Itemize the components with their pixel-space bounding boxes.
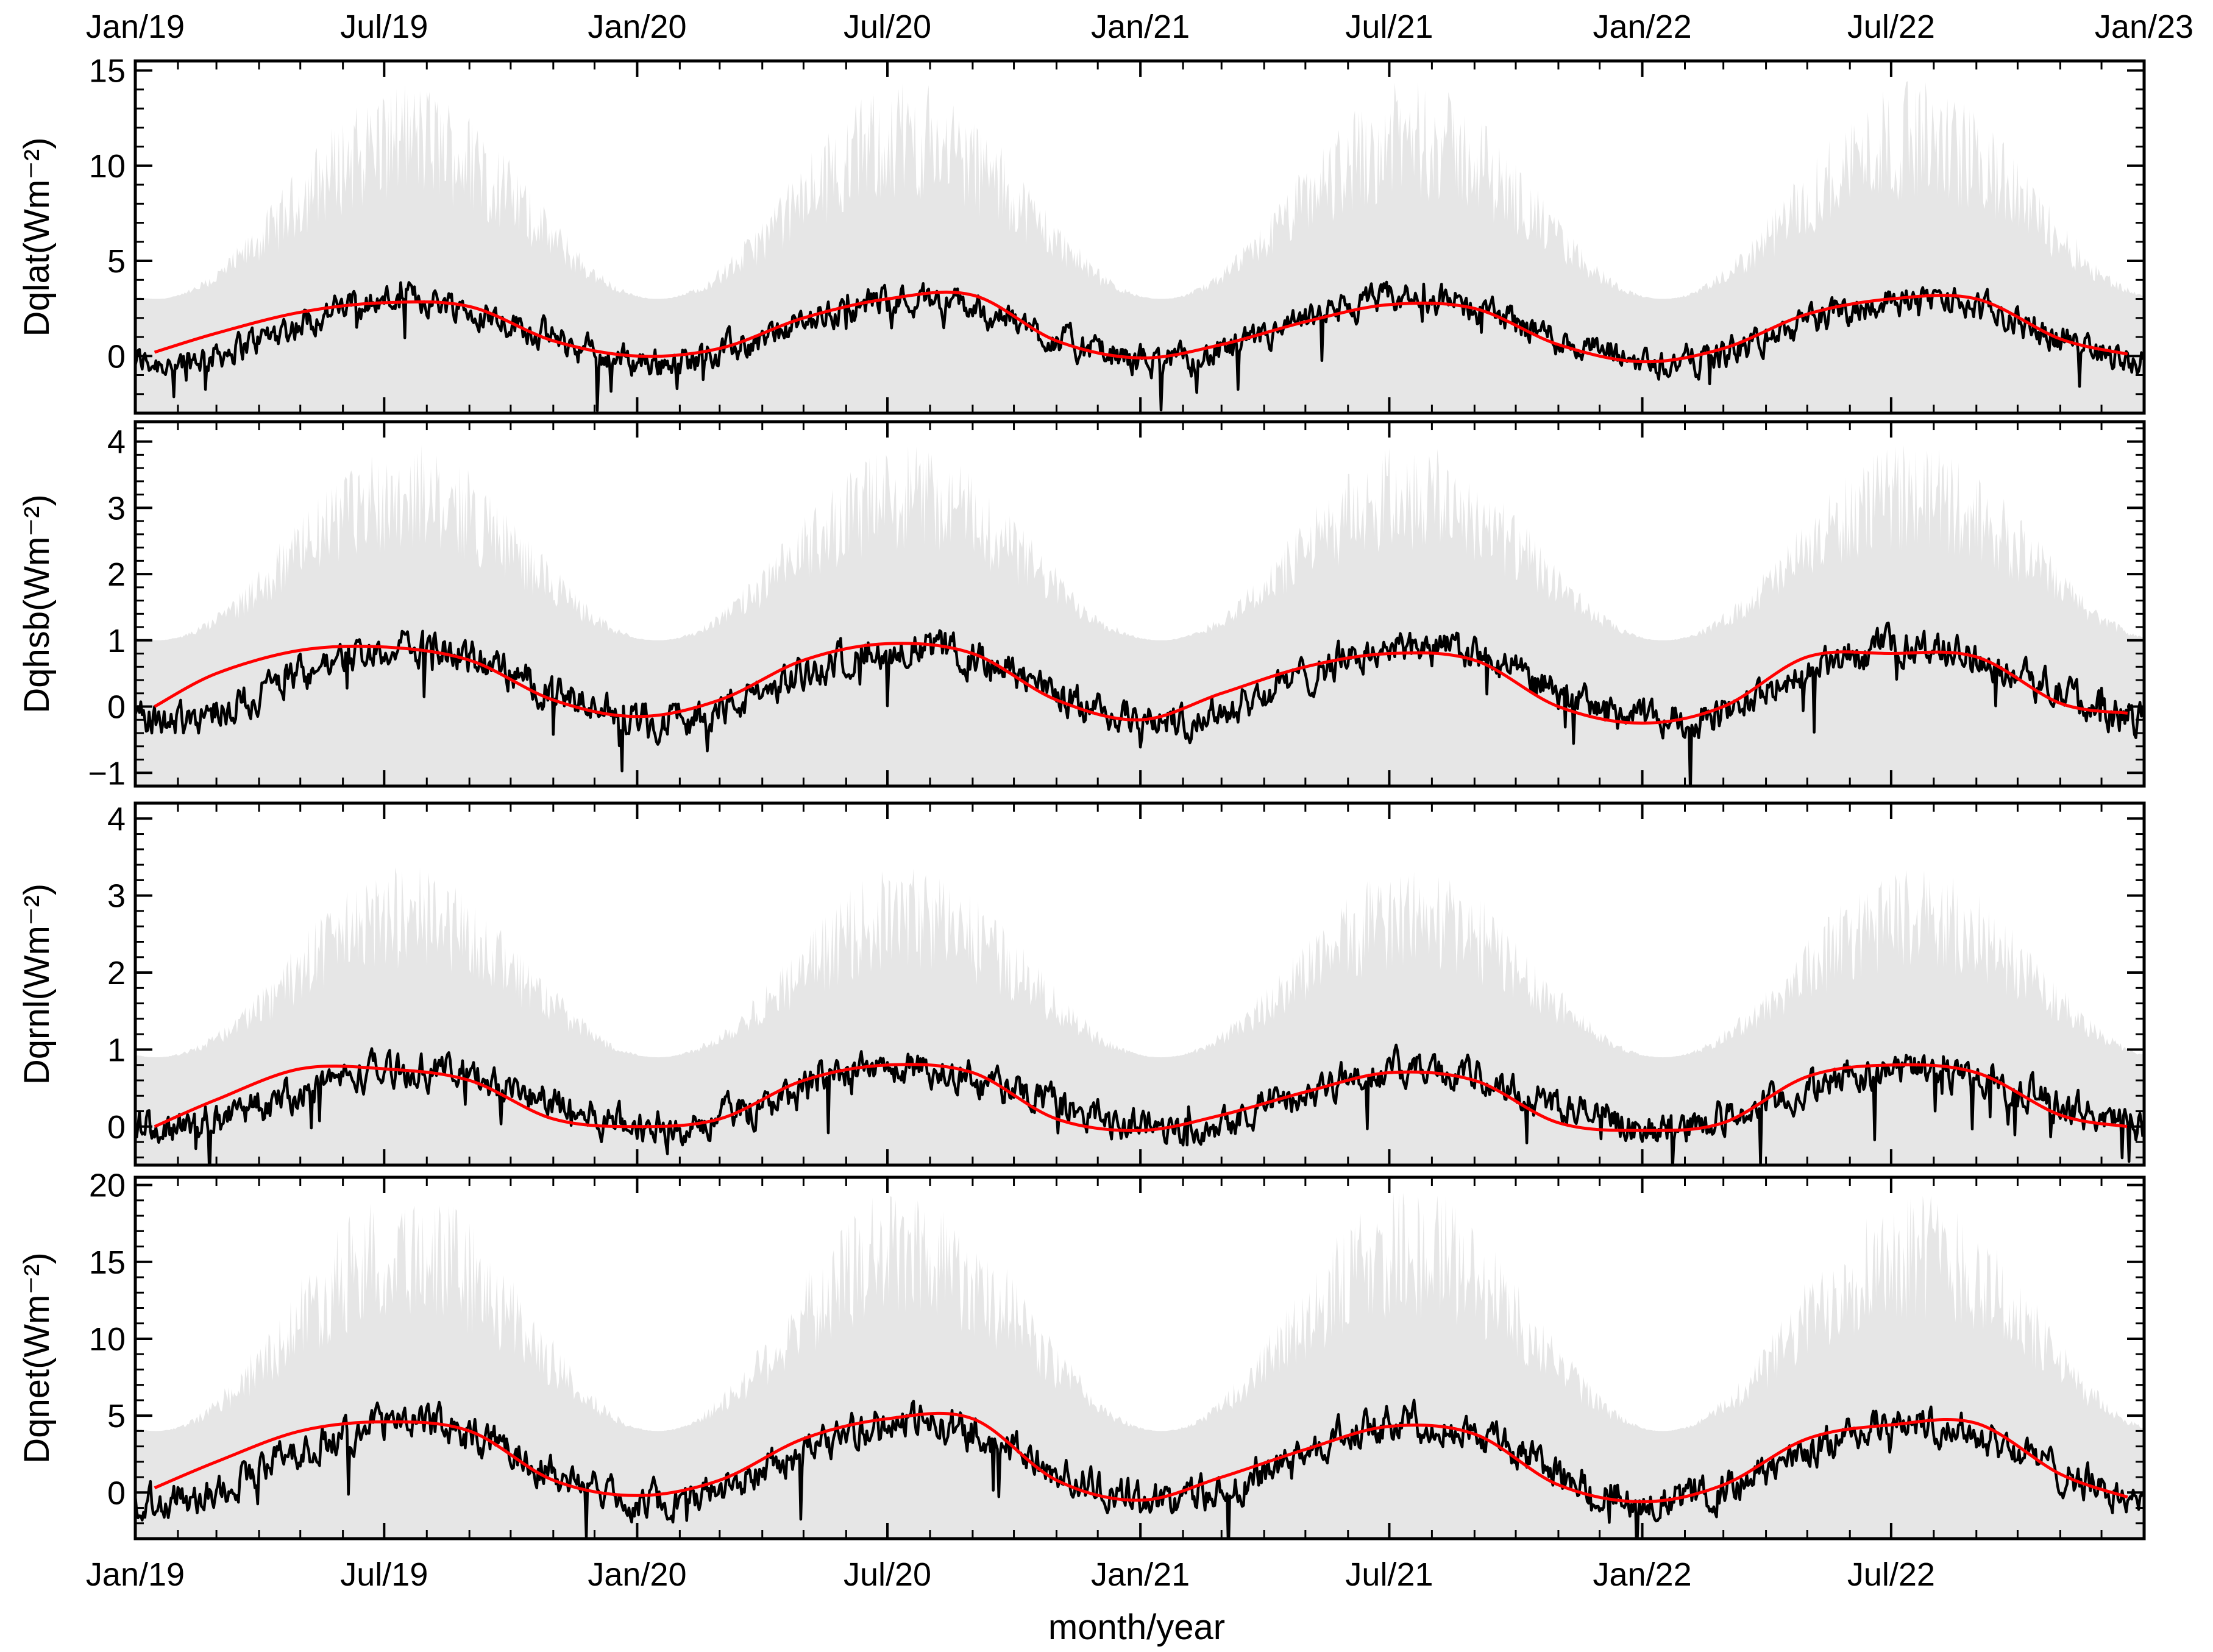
daily-series-line — [135, 1043, 2144, 1165]
y-tick-label: 20 — [89, 1168, 126, 1204]
y-axis-label: Dqhsb(Wm⁻²) — [17, 494, 57, 713]
panel-4: 0 5 10 15 20 Dqnet(Wm⁻²) — [17, 1168, 2146, 1540]
smoothed-series-line — [154, 642, 2128, 725]
y-tick-label: 0 — [107, 689, 126, 726]
y-tick-label: 2 — [107, 556, 126, 593]
daily-series-line — [135, 622, 2144, 786]
bottom-tick-label: Jan/20 — [588, 1556, 686, 1593]
bottom-tick-label: Jan/22 — [1593, 1556, 1691, 1593]
top-tick-label: Jan/21 — [1091, 9, 1190, 45]
daily-series-line — [135, 280, 2144, 412]
y-tick-label: 0 — [107, 1475, 126, 1511]
top-tick-label: Jan/20 — [588, 9, 686, 45]
range-envelope — [135, 867, 2144, 1165]
y-axis-label: Dqlat(Wm⁻²) — [17, 137, 57, 336]
range-envelope — [135, 81, 2144, 413]
y-tick-label: −1 — [88, 755, 126, 792]
top-tick-label: Jul/20 — [844, 9, 931, 45]
y-tick-label: 15 — [89, 53, 126, 90]
y-tick-label: 10 — [89, 1321, 126, 1358]
panels: 0 5 10 15 Dqlat(Wm⁻²) −1 0 1 2 3 4 Dqhsb(Wm⁻²) 0 1 2 3 4… — [17, 53, 2146, 1540]
top-tick-label: Jul/19 — [340, 9, 428, 45]
bottom-axis-tick-labels: Jan/19 Jul/19 Jan/20 Jul/20 Jan/21 Jul/21 Jan/… — [86, 1556, 1935, 1593]
bottom-tick-label: Jul/22 — [1847, 1556, 1935, 1593]
top-tick-label: Jan/19 — [86, 9, 185, 45]
y-tick-label: 3 — [107, 878, 126, 915]
y-tick-label: 4 — [107, 801, 126, 837]
smoothed-series-line — [154, 1063, 2128, 1132]
panel-3: 0 1 2 3 4 Dqrnl(Wm⁻²) — [17, 801, 2146, 1167]
bottom-tick-label: Jul/20 — [844, 1556, 931, 1593]
x-axis-label: month/year — [1048, 1608, 1225, 1647]
bottom-tick-label: Jul/21 — [1345, 1556, 1433, 1593]
y-tick-label: 4 — [107, 424, 126, 461]
y-tick-label: 10 — [89, 148, 126, 185]
panel-1: 0 5 10 15 Dqlat(Wm⁻²) — [17, 53, 2146, 415]
bottom-tick-label: Jan/19 — [86, 1556, 185, 1593]
top-tick-label: Jul/21 — [1345, 9, 1433, 45]
smoothed-series-line — [154, 1411, 2128, 1503]
y-tick-label: 1 — [107, 623, 126, 659]
y-tick-label: 15 — [89, 1244, 126, 1281]
y-tick-label: 2 — [107, 955, 126, 991]
range-envelope — [135, 1192, 2144, 1539]
top-axis-tick-labels: Jan/19 Jul/19 Jan/20 Jul/20 Jan/21 Jul/21 Jan/… — [86, 9, 2193, 45]
top-tick-label: Jan/23 — [2095, 9, 2193, 45]
y-tick-label: 3 — [107, 490, 126, 526]
bottom-tick-label: Jul/19 — [340, 1556, 428, 1593]
y-tick-label: 1 — [107, 1032, 126, 1068]
bottom-tick-label: Jan/21 — [1091, 1556, 1190, 1593]
range-envelope — [135, 444, 2144, 786]
y-tick-label: 5 — [107, 243, 126, 280]
top-tick-label: Jul/22 — [1847, 9, 1935, 45]
top-tick-label: Jan/22 — [1593, 9, 1691, 45]
y-tick-label: 5 — [107, 1398, 126, 1434]
smoothed-series-line — [154, 290, 2128, 364]
y-tick-label: 0 — [107, 338, 126, 375]
panel-2: −1 0 1 2 3 4 Dqhsb(Wm⁻²) — [17, 420, 2146, 792]
y-tick-label: 0 — [107, 1109, 126, 1146]
y-axis-label: Dqnet(Wm⁻²) — [17, 1252, 57, 1463]
y-axis-label: Dqrnl(Wm⁻²) — [17, 884, 57, 1085]
